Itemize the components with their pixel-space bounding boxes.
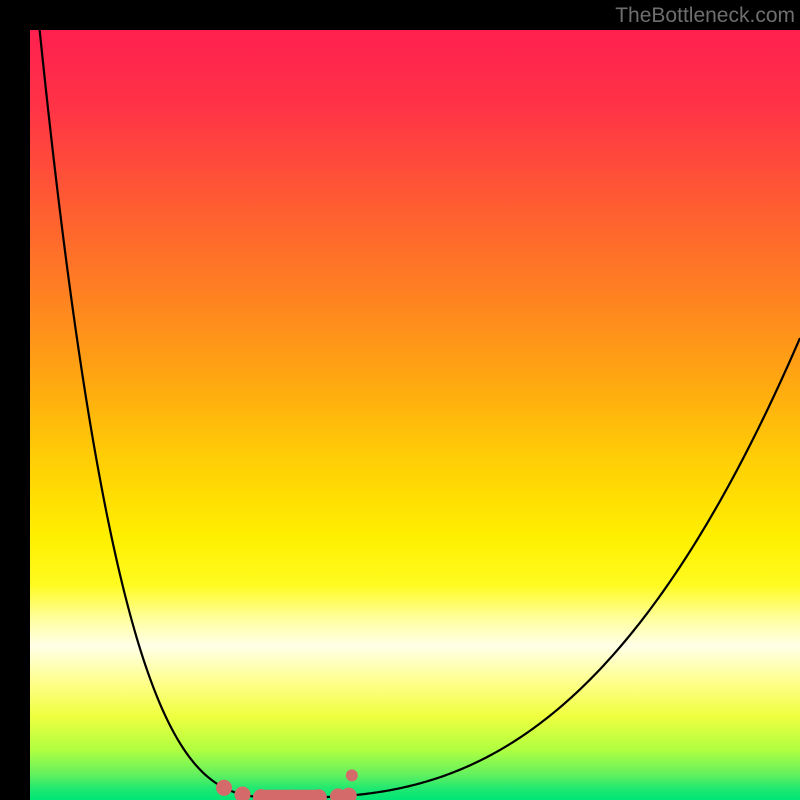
plot-background: [30, 30, 800, 800]
chart-svg: TheBottleneck.com: [0, 0, 800, 800]
watermark-label: TheBottleneck.com: [615, 4, 795, 27]
marker-dot-outlier: [346, 769, 358, 781]
marker-dot: [216, 780, 232, 796]
